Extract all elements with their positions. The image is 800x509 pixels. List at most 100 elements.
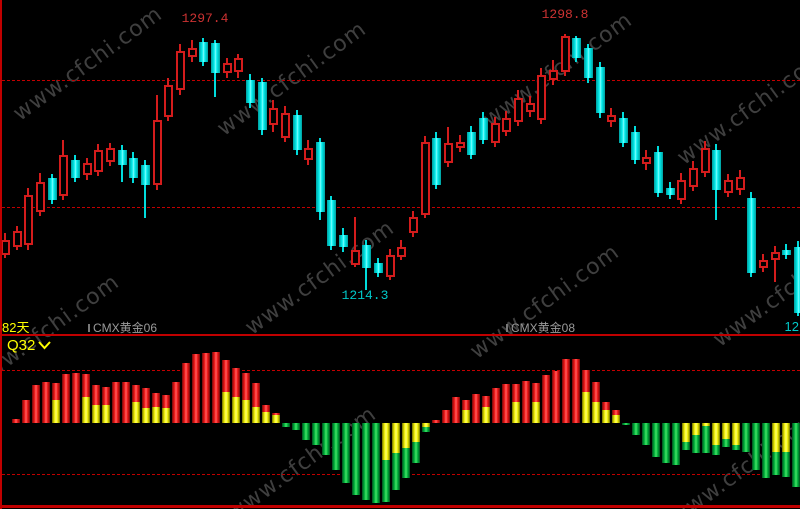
histogram-bar-green [632,423,640,435]
histogram-bar-red [12,419,20,423]
histogram-bar-yellow [152,407,160,423]
histogram-bar-red [552,371,560,423]
candle-body [94,150,103,172]
candle-body [666,188,675,195]
left-border-line [0,0,2,509]
candle-body [782,250,791,255]
histogram-bar-red [182,363,190,423]
histogram-bar-green [742,423,750,452]
histogram-bar-yellow [392,423,400,453]
candle-body [258,82,267,130]
histogram-bar-red [42,382,50,423]
candle-body [153,120,162,185]
candle-body [316,142,325,212]
histogram-bar-red [432,420,440,423]
histogram-bar-green [412,442,420,463]
histogram-bar-yellow [612,415,620,423]
histogram-bar-yellow [712,423,720,445]
candle-body [36,182,45,212]
dashed-gridline [2,80,800,81]
histogram-bar-green [722,439,730,447]
candle-body [759,260,768,268]
dashed-gridline [2,370,800,371]
histogram-bar-red [172,382,180,423]
histogram-bar-green [682,442,690,450]
candle-body [281,113,290,138]
candle-body [596,67,605,113]
histogram-bar-red [132,385,140,402]
candle-body [397,247,406,257]
histogram-bar-red [202,353,210,423]
candle-body [129,158,138,178]
candle-body [83,163,92,175]
histogram-bar-green [352,423,360,495]
indicator-panel[interactable] [0,336,800,505]
candle-body [701,148,710,173]
histogram-bar-green [772,452,780,475]
candle-body [164,85,173,117]
histogram-bar-red [542,375,550,423]
histogram-bar-green [692,435,700,453]
histogram-bar-green [292,423,300,430]
peak1-price-label: 1297.4 [181,11,229,26]
candle-body [246,80,255,103]
histogram-bar-yellow [262,412,270,423]
histogram-bar-red [572,359,580,423]
histogram-bar-red [242,373,250,400]
histogram-bar-green [342,423,350,483]
candle-body [374,263,383,273]
histogram-bar-yellow [482,407,490,423]
indicator-selector[interactable]: Q32 [7,337,52,354]
candle-body [631,132,640,160]
histogram-bar-red [142,388,150,408]
histogram-bar-yellow [142,408,150,423]
candle-body [176,51,185,90]
contract-label-08: CMX黄金08 [511,321,576,335]
trough-price-label: 1214.3 [341,288,389,303]
candle-body [199,42,208,62]
candle-body [421,142,430,215]
candle-wick [354,217,356,267]
histogram-bar-yellow [402,423,410,448]
histogram-bar-yellow [782,423,790,452]
histogram-bar-green [282,423,290,427]
candle-body [572,38,581,58]
right-edge-date-label: 12 [784,319,799,334]
histogram-bar-yellow [512,402,520,423]
histogram-bar-red [582,370,590,392]
histogram-bar-red [452,397,460,423]
candle-body [48,178,57,200]
histogram-bar-red [602,402,610,410]
candle-body [456,142,465,148]
chevron-down-icon[interactable] [38,341,52,350]
histogram-bar-yellow [52,400,60,423]
candle-body [619,118,628,143]
histogram-bar-red [612,410,620,415]
histogram-bar-red [562,359,570,423]
histogram-bar-green [312,423,320,445]
candle-body [106,148,115,162]
histogram-bar-red [232,368,240,397]
candle-body [479,118,488,140]
candle-body [339,235,348,247]
candle-body [71,160,80,178]
candle-body [642,157,651,164]
histogram-bar-yellow [412,423,420,442]
candle-body [1,240,10,255]
histogram-bar-red [522,381,530,423]
histogram-bar-green [422,427,430,432]
histogram-bar-yellow [242,400,250,423]
peak2-price-label: 1298.8 [541,7,589,22]
histogram-bar-yellow [602,410,610,423]
histogram-bar-green [392,453,400,490]
histogram-bar-red [82,374,90,397]
histogram-bar-green [702,426,710,453]
candle-body [351,250,360,265]
candle-body [362,245,371,268]
histogram-bar-red [252,383,260,407]
candle-body [549,70,558,80]
histogram-bar-yellow [462,410,470,423]
histogram-bar-green [662,423,670,463]
candle-body [747,198,756,273]
panel-divider-line [0,334,800,336]
